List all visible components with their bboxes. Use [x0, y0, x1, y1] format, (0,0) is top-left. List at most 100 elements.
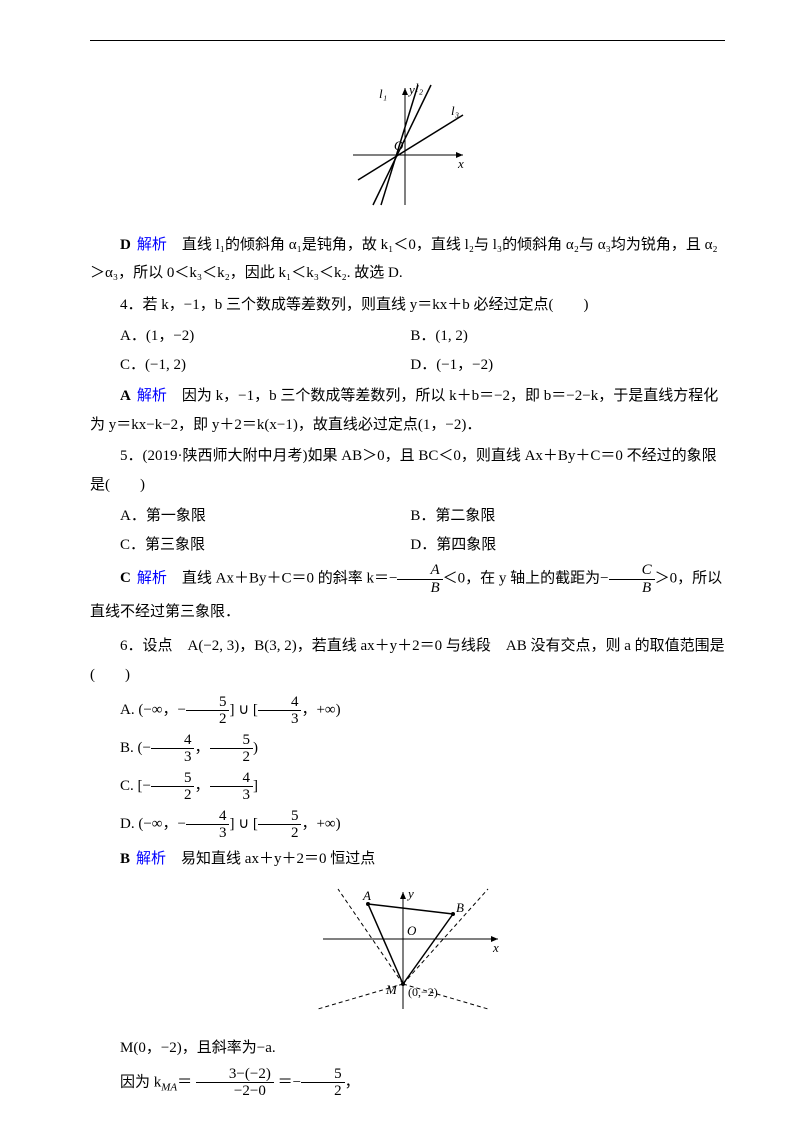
q5-frac2-den: B	[609, 580, 655, 597]
q6-opt-A: A. (−∞，−52] ∪ [43，+∞)	[90, 692, 725, 728]
q3-analysis-label: 解析	[137, 237, 167, 253]
q6-A-f2: 43	[258, 694, 302, 728]
q4-answer: A	[120, 388, 131, 404]
q6-analysis3: 因为 kMA＝ 3−(−2)−2−0 ＝−52，	[90, 1066, 725, 1100]
q6-C-f2: 43	[210, 770, 254, 804]
q6-figure: A B O M (0,−2) x y	[90, 884, 725, 1025]
q6-answer-line1: B 解析 易知直线 ax＋y＋2＝0 恒过点	[90, 845, 725, 874]
q6-D-mid: ] ∪ [	[229, 816, 257, 832]
q6-y-label: y	[406, 886, 414, 901]
q6-D-f1d: 3	[186, 825, 230, 842]
q6-D-f1n: 4	[186, 808, 230, 826]
q5-answer: C	[120, 570, 131, 586]
q6-M-label: M	[385, 982, 398, 997]
q6-D-f1: 43	[186, 808, 230, 842]
q5-frac1: AB	[397, 562, 442, 596]
q6-a3-prefix: 因为 k	[120, 1074, 161, 1090]
q6-kma-num: 3−(−2)	[196, 1066, 274, 1084]
q6-pt-label: (0,−2)	[408, 985, 438, 999]
q6-D-f2d: 2	[258, 825, 302, 842]
q5-analysis-mid: ＜0，在 y 轴上的截距为−	[443, 570, 609, 586]
q6-B-f1d: 3	[151, 749, 195, 766]
q6-B-right: )	[253, 740, 258, 756]
q6-opt-B: B. (−43，52)	[90, 730, 725, 766]
q3-answer: D	[120, 237, 131, 253]
q3-O-label: O	[394, 138, 404, 153]
q6-stem: 6．设点 A(−2, 3)，B(3, 2)，若直线 ax＋y＋2＝0 与线段 A…	[90, 632, 725, 689]
q6-O-label: O	[407, 923, 417, 938]
q6-a3-mid: ＝−	[278, 1074, 301, 1090]
q6-analysis2: M(0，−2)，且斜率为−a.	[90, 1034, 725, 1063]
q6-a3-suffix: ，	[345, 1074, 360, 1090]
q4-analysis-text: 因为 k，−1，b 三个数成等差数列，所以 k＋b＝−2，即 b＝−2−k，于是…	[90, 388, 718, 433]
page-top-rule	[90, 40, 725, 41]
q6-opt-D: D. (−∞，−43] ∪ [52，+∞)	[90, 806, 725, 842]
q5-analysis-prefix: 直线 Ax＋By＋C＝0 的斜率 k＝−	[182, 570, 398, 586]
q5-opt-A: A．第一象限	[120, 502, 410, 531]
q3-svg: l₁ l₂ l₃ O x y	[343, 80, 473, 210]
q3-answer-line: D 解析 直线 l₁的倾斜角 α₁是钝角，故 k₁＜0，直线 l₂与 l₃的倾斜角…	[90, 231, 725, 288]
q6-analysis1: 易知直线 ax＋y＋2＝0 恒过点	[181, 851, 375, 867]
q4-opt-C: C．(−1, 2)	[120, 351, 410, 380]
q3-x-label: x	[457, 156, 464, 171]
q4-analysis-label: 解析	[137, 388, 167, 404]
q6-B-prefix: B.	[120, 740, 134, 756]
q6-A-right: ，+∞)	[301, 702, 340, 718]
q5-analysis-label: 解析	[137, 570, 167, 586]
q4-opt-A: A．(1，−2)	[120, 322, 410, 351]
q6-C-f2d: 3	[210, 787, 254, 804]
q6-B-left: (−	[138, 740, 151, 756]
q6-D-right: ，+∞)	[301, 816, 340, 832]
q6-svg: A B O M (0,−2) x y	[308, 884, 508, 1014]
q6-opt-C: C. [−52，43]	[90, 768, 725, 804]
q4-answer-line: A 解析 因为 k，−1，b 三个数成等差数列，所以 k＋b＝−2，即 b＝−2−…	[90, 382, 725, 439]
q6-B-f2: 52	[210, 732, 254, 766]
q6-C-f1n: 5	[151, 770, 195, 788]
q6-A-mid: ] ∪ [	[229, 702, 257, 718]
q5-frac1-num: A	[397, 562, 442, 580]
q3-y-label: y	[407, 82, 415, 97]
q6-B-f2n: 5	[210, 732, 254, 750]
q6-kma-den: −2−0	[196, 1083, 274, 1100]
q3-figure: l₁ l₂ l₃ O x y	[90, 80, 725, 221]
q6-A-f1n: 5	[186, 694, 230, 712]
q5-opt-B: B．第二象限	[410, 502, 700, 531]
q6-A-f2n: 4	[258, 694, 302, 712]
q6-B-f1n: 4	[151, 732, 195, 750]
q4-options-row1: A．(1，−2) B．(1, 2)	[120, 322, 725, 351]
q6-a3-eq: ＝	[177, 1074, 192, 1090]
q6-kma2-frac: 52	[301, 1066, 345, 1100]
q6-D-f2: 52	[258, 808, 302, 842]
q6-B-mid: ，	[194, 740, 209, 756]
q5-frac2-num: C	[609, 562, 655, 580]
q6-B-label: B	[456, 900, 464, 915]
q6-C-left: [−	[138, 778, 151, 794]
q6-kma-frac: 3−(−2)−2−0	[196, 1066, 274, 1100]
q6-A-f2d: 3	[258, 711, 302, 728]
q4-opt-D: D．(−1，−2)	[410, 351, 700, 380]
q6-A-f1: 52	[186, 694, 230, 728]
q6-analysis-label: 解析	[136, 851, 166, 867]
q5-options-row2: C．第三象限 D．第四象限	[120, 531, 725, 560]
q3-l2-label: l₂	[415, 80, 424, 95]
q4-opt-B: B．(1, 2)	[410, 322, 700, 351]
q6-A-label: A	[362, 888, 371, 903]
q6-C-f1: 52	[151, 770, 195, 804]
q5-answer-line: C解析 直线 Ax＋By＋C＝0 的斜率 k＝−AB＜0，在 y 轴上的截距为−…	[90, 562, 725, 629]
q6-answer: B	[120, 851, 130, 867]
q3-analysis-text: 直线 l₁的倾斜角 α₁是钝角，故 k₁＜0，直线 l₂与 l₃的倾斜角 α₂与…	[90, 237, 718, 282]
q6-x-label: x	[492, 940, 499, 955]
q6-C-f1d: 2	[151, 787, 195, 804]
q3-l1-label: l₁	[379, 86, 387, 101]
q6-A-prefix: A.	[120, 702, 135, 718]
q3-l3-label: l₃	[451, 103, 459, 118]
q6-C-mid: ，	[194, 778, 209, 794]
q6-B-f2d: 2	[210, 749, 254, 766]
q6-B-f1: 43	[151, 732, 195, 766]
q6-A-f1d: 2	[186, 711, 230, 728]
q5-stem: 5．(2019·陕西师大附中月考)如果 AB＞0，且 BC＜0，则直线 Ax＋B…	[90, 442, 725, 499]
q6-C-f2n: 4	[210, 770, 254, 788]
q6-A-left: (−∞，−	[138, 702, 186, 718]
q4-options-row2: C．(−1, 2) D．(−1，−2)	[120, 351, 725, 380]
q6-a3-sub: MA	[161, 1081, 177, 1093]
